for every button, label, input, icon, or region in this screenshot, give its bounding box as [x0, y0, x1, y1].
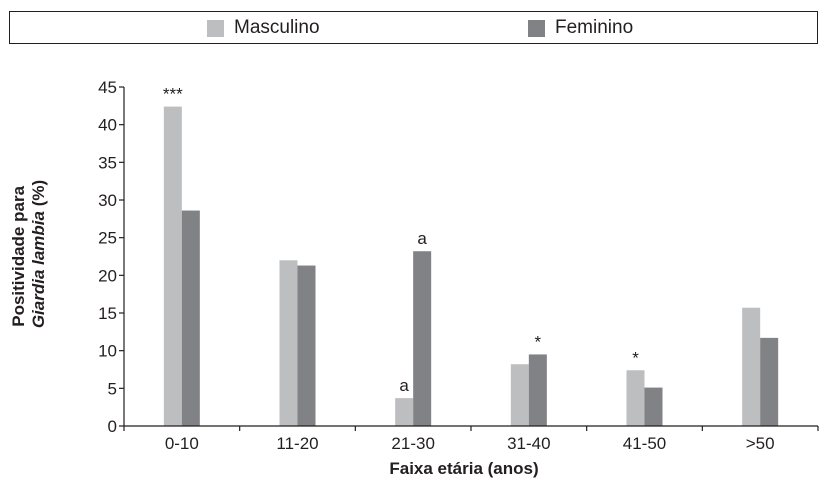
- legend-swatch-feminino: [528, 19, 545, 37]
- y-tick-label-40: 40: [98, 116, 117, 135]
- y-axis-title-unit: (%): [29, 180, 48, 211]
- y-tick-label-30: 30: [98, 191, 117, 210]
- y-tick-label-5: 5: [108, 379, 117, 398]
- y-tick-label-45: 45: [98, 78, 117, 97]
- bar-masculino-3: [510, 364, 529, 426]
- x-tick-label-5: >50: [746, 434, 775, 453]
- annotation-1: a: [399, 376, 409, 395]
- legend: Masculino Feminino: [9, 11, 818, 44]
- bar-masculino-1: [279, 260, 298, 426]
- x-tick-label-0: 0-10: [165, 434, 199, 453]
- bar-masculino-0: [163, 106, 182, 426]
- x-tick-label-3: 31-40: [507, 434, 550, 453]
- x-axis-title: Faixa etária (anos): [389, 459, 538, 478]
- annotation-3: *: [535, 332, 542, 351]
- bar-feminino-5: [760, 337, 779, 426]
- annotation-4: *: [632, 348, 639, 367]
- y-axis-title-line1: Positividade para: [9, 185, 28, 326]
- y-tick-label-15: 15: [98, 304, 117, 323]
- bar-feminino-1: [297, 265, 316, 426]
- y-tick-label-10: 10: [98, 342, 117, 361]
- bar-feminino-3: [528, 354, 547, 426]
- y-axis-title-species: Giardia lambia: [29, 211, 48, 328]
- legend-item-feminino: Feminino: [528, 17, 634, 38]
- x-tick-label-1: 11-20: [276, 434, 318, 453]
- bar-masculino-2: [395, 398, 414, 426]
- y-tick-label-0: 0: [108, 417, 117, 436]
- bar-feminino-2: [413, 251, 432, 426]
- y-axis-title: Positividade para Giardia lambia (%): [9, 180, 48, 328]
- annotation-0: ***: [163, 85, 183, 104]
- bar-masculino-5: [742, 307, 761, 426]
- bar-masculino-4: [626, 370, 645, 426]
- annotation-2: a: [417, 229, 427, 248]
- bar-feminino-0: [181, 210, 200, 426]
- x-tick-label-2: 21-30: [391, 434, 434, 453]
- legend-swatch-masculino: [207, 19, 224, 37]
- bar-feminino-4: [644, 387, 663, 426]
- x-tick-label-4: 41-50: [623, 434, 666, 453]
- legend-item-masculino: Masculino: [207, 17, 320, 38]
- legend-label-masculino: Masculino: [234, 17, 320, 38]
- y-tick-label-35: 35: [98, 153, 117, 172]
- y-tick-label-25: 25: [98, 229, 117, 248]
- legend-label-feminino: Feminino: [555, 17, 634, 38]
- y-tick-label-20: 20: [98, 266, 117, 285]
